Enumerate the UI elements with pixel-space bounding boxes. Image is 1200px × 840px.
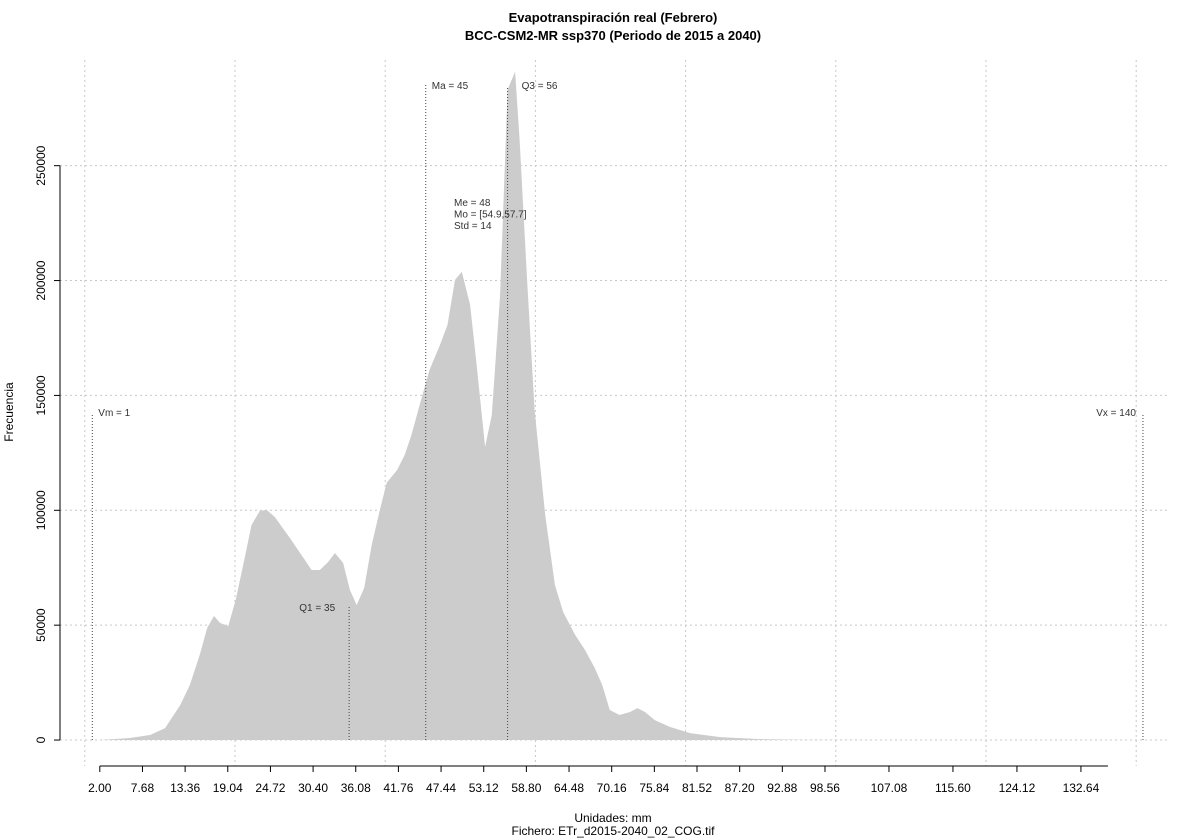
y-tick-label: 200000 [34,260,48,300]
x-tick-label: 115.60 [935,781,971,795]
marker-label: Q1 = 35 [299,603,335,614]
x-axis-label: Unidades: mm [574,811,651,825]
x-tick-label: 107.08 [871,781,908,795]
caption: Fichero: ETr_d2015-2040_02_COG.tif [512,824,716,838]
x-tick-label: 132.64 [1063,781,1100,795]
y-tick-label: 150000 [34,375,48,415]
x-tick-label: 7.68 [131,781,155,795]
x-tick-label: 47.44 [426,781,456,795]
stat-label: Mo = [54.9,57.7] [454,210,527,221]
x-tick-label: 87.20 [725,781,755,795]
x-tick-label: 64.48 [554,781,584,795]
marker-label: Q3 = 56 [522,81,558,92]
chart-subtitle: BCC-CSM2-MR ssp370 (Periodo de 2015 a 20… [465,28,761,43]
y-tick-label: 0 [34,736,48,743]
y-tick-label: 100000 [34,490,48,530]
x-tick-label: 124.12 [999,781,1036,795]
x-tick-label: 13.36 [170,781,200,795]
x-tick-label: 24.72 [255,781,285,795]
marker-label: Ma = 45 [432,81,469,92]
x-tick-label: 98.56 [810,781,840,795]
y-tick-label: 250000 [34,145,48,185]
x-tick-label: 70.16 [597,781,627,795]
x-tick-label: 2.00 [88,781,112,795]
x-tick-label: 30.40 [298,781,328,795]
x-tick-label: 41.76 [383,781,413,795]
x-tick-label: 19.04 [213,781,243,795]
density-area [99,71,1128,741]
x-tick-label: 36.08 [341,781,371,795]
stat-label: Std = 14 [454,221,492,232]
marker-label: Vx = 140 [1096,408,1136,419]
x-tick-label: 75.84 [639,781,669,795]
x-tick-label: 92.88 [767,781,797,795]
marker-label: Vm = 1 [98,408,130,419]
x-tick-label: 58.80 [511,781,541,795]
x-tick-label: 53.12 [469,781,499,795]
stat-label: Me = 48 [454,198,491,209]
x-tick-label: 81.52 [682,781,712,795]
y-axis-label: Frecuencia [2,382,16,442]
chart-title: Evapotranspiración real (Febrero) [509,10,718,25]
y-tick-label: 50000 [34,608,48,642]
